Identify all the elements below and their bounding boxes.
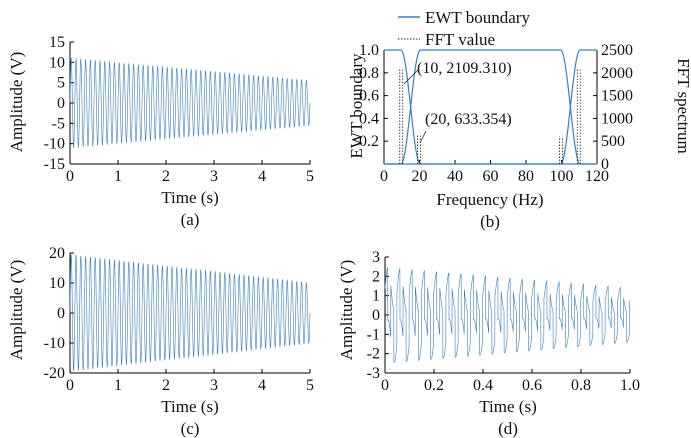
a-ytick-label: -10 (44, 136, 65, 153)
b-ewt-boundary-line (384, 49, 597, 165)
a-series-line (69, 57, 311, 149)
d-xtick-label: 0.2 (424, 377, 444, 394)
panel-b-plot: 0 20 40 60 80 100 120 0.2 0.4 0.6 0.8 1.0 0 500 1000 15… (359, 42, 633, 185)
a-ytick-label: -15 (44, 156, 65, 173)
b-ytick-label: 0.2 (359, 133, 379, 150)
b-xtick-label: 20 (412, 168, 428, 185)
b-ytick-label: 1.0 (359, 42, 379, 59)
d-ytick-label: -3 (367, 365, 380, 382)
d-xtick-label: 0 (381, 377, 389, 394)
legend-fft-label: FFT value (425, 30, 495, 49)
panel-b-xlabel: Frequency (Hz) (436, 190, 543, 209)
a-ytick-label: 0 (57, 95, 65, 112)
b-y2tick-label: 2000 (601, 65, 633, 82)
b-y2tick-label: 2500 (601, 42, 633, 59)
panel-a-caption: (a) (181, 210, 200, 229)
b-xtick-label: 80 (518, 168, 534, 185)
a-ytick-label: 15 (49, 34, 65, 51)
panel-c-xlabel: Time (s) (161, 397, 218, 416)
a-xtick-label: 0 (66, 168, 74, 185)
d-xtick-label: 0.6 (522, 377, 542, 394)
c-ytick-label: -20 (44, 365, 65, 382)
c-xtick-label: 1 (114, 377, 122, 394)
b-xtick-label: 100 (550, 168, 574, 185)
c-xtick-label: 0 (66, 377, 74, 394)
panel-d-plot: 0 0.2 0.4 0.6 0.8 1.0 -3 -2 -1 0 1 2 3 (367, 249, 640, 394)
panel-a-ylabel: Amplitude (V) (7, 52, 26, 153)
annotation-peak-1-leader (403, 69, 419, 85)
a-ytick-label: 10 (49, 54, 65, 71)
d-series-line (384, 267, 631, 363)
c-ytick-label: -10 (44, 335, 65, 352)
a-xtick-label: 1 (114, 168, 122, 185)
d-ytick-label: -1 (367, 326, 380, 343)
d-ytick-label: 3 (372, 249, 380, 266)
d-ytick-label: -2 (367, 346, 380, 363)
panel-d: Amplitude (V) Time (s) (d) 0 0.2 0.4 0.6 0.8… (337, 249, 640, 438)
b-y2tick-label: 500 (601, 133, 625, 150)
panel-b-caption: (b) (480, 212, 500, 231)
b-ytick-label: 0.4 (359, 110, 379, 127)
d-xtick-label: 1.0 (620, 377, 640, 394)
panel-d-ylabel: Amplitude (V) (337, 260, 356, 361)
panel-a-xlabel: Time (s) (161, 188, 218, 207)
c-xtick-label: 5 (306, 377, 314, 394)
c-xtick-label: 2 (162, 377, 170, 394)
a-ytick-label: -5 (52, 115, 65, 132)
d-ytick-label: 2 (372, 268, 380, 285)
legend-ewt-label: EWT boundary (425, 8, 530, 27)
b-ytick-label: 0.8 (359, 65, 379, 82)
panel-a-plot: 0 1 2 3 4 5 -15 -10 -5 0 5 10 15 (44, 34, 314, 185)
b-xtick-label: 60 (483, 168, 499, 185)
panel-b-ylabel: EWT boundary (347, 53, 366, 158)
annotation-peak-1: (10, 2109.310) (417, 60, 512, 77)
a-xtick-label: 2 (162, 168, 170, 185)
c-xtick-label: 3 (210, 377, 218, 394)
panel-d-xlabel: Time (s) (479, 397, 536, 416)
b-y2tick-label: 0 (601, 156, 609, 173)
a-xtick-label: 3 (210, 168, 218, 185)
a-xtick-label: 4 (258, 168, 266, 185)
c-series-line (69, 254, 311, 372)
panel-b-legend: EWT boundary FFT value (398, 8, 530, 49)
annotation-peak-2-leader (419, 130, 427, 144)
b-y2tick-label: 1000 (601, 110, 633, 127)
b-xtick-label: 40 (447, 168, 463, 185)
a-ytick-label: 5 (57, 75, 65, 92)
c-ytick-label: 10 (49, 275, 65, 292)
b-ytick-label: 0.6 (359, 88, 379, 105)
panel-c-caption: (c) (181, 419, 200, 438)
panel-c: Amplitude (V) Time (s) (c) 0 1 2 3 4 5-20-100… (7, 245, 314, 438)
d-ytick-label: 1 (372, 288, 380, 305)
panel-b: EWT boundary FFT spectrum Frequency (Hz)… (347, 8, 691, 231)
d-xtick-label: 0.4 (473, 377, 493, 394)
c-ytick-label: 0 (57, 305, 65, 322)
b-y2tick-label: 1500 (601, 88, 633, 105)
b-xtick-label: 120 (585, 168, 609, 185)
b-xtick-label: 0 (380, 168, 388, 185)
panel-d-caption: (d) (498, 419, 518, 438)
b-ewt-boundary-line (384, 49, 597, 165)
panel-c-plot: 0 1 2 3 4 5 -20 -10 0 10 20 (44, 245, 314, 394)
panel-b-y2label: FFT spectrum (674, 58, 691, 154)
a-xtick-label: 5 (306, 168, 314, 185)
panel-c-ylabel: Amplitude (V) (7, 260, 26, 361)
d-xtick-label: 0.8 (571, 377, 591, 394)
c-ytick-label: 20 (49, 245, 65, 262)
annotation-peak-2: (20, 633.354) (425, 111, 512, 128)
c-xtick-label: 4 (258, 377, 266, 394)
panel-a: Amplitude (V) Time (s) (a) 0 1 2 3 4 5 -15 -10 -… (7, 34, 314, 229)
d-ytick-label: 0 (372, 307, 380, 324)
